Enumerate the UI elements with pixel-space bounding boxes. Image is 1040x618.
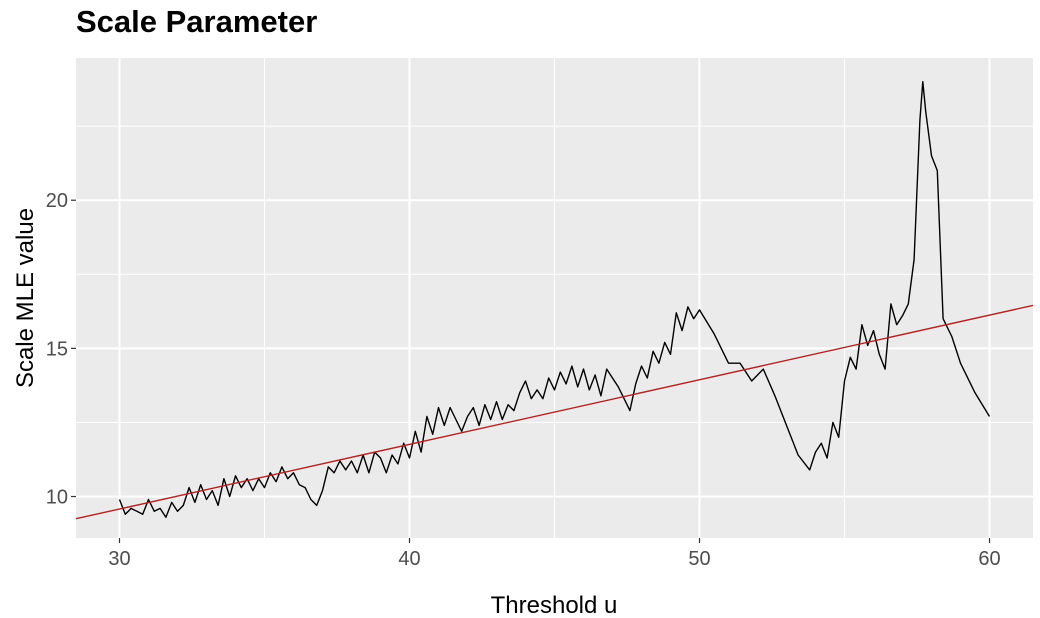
chart-title: Scale Parameter: [76, 4, 317, 39]
x-tick-label: 50: [688, 548, 710, 570]
x-tick-label: 60: [978, 548, 1000, 570]
x-tick-label: 30: [108, 548, 130, 570]
minor-gridlines: [76, 58, 1033, 538]
series-line: [118, 80, 991, 518]
y-tick-label: 20: [46, 190, 68, 212]
y-tick-label: 10: [46, 487, 68, 509]
x-axis-title: Threshold u: [491, 592, 618, 618]
trend-line: [75, 304, 1034, 520]
y-tick-label: 15: [46, 338, 68, 360]
y-axis-ticks: 10 15 20: [46, 190, 76, 509]
y-axis-title: Scale MLE value: [12, 208, 39, 388]
x-tick-label: 40: [398, 548, 420, 570]
series-layer: [75, 80, 1034, 520]
major-gridlines: [76, 58, 1033, 538]
x-axis-ticks: 30 40 50 60: [108, 538, 1001, 570]
